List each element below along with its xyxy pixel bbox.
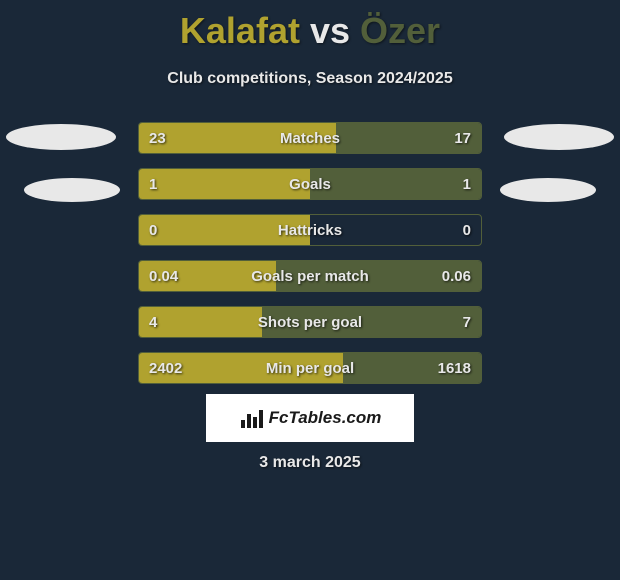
stat-row: 23Matches17 bbox=[138, 122, 482, 154]
stats-container: 23Matches17 1Goals1 0Hattricks0 0.04Goals p… bbox=[138, 122, 482, 398]
stat-value-right: 0.06 bbox=[442, 261, 471, 291]
stat-row: 0.04Goals per match0.06 bbox=[138, 260, 482, 292]
stat-row: 2402Min per goal1618 bbox=[138, 352, 482, 384]
snapshot-date: 3 march 2025 bbox=[0, 454, 620, 472]
stat-value-right: 1 bbox=[463, 169, 471, 199]
stat-label: Hattricks bbox=[139, 215, 481, 245]
stat-row: 0Hattricks0 bbox=[138, 214, 482, 246]
stat-value-right: 1618 bbox=[438, 353, 471, 383]
vs-label: vs bbox=[310, 10, 350, 51]
player2-avatar-placeholder bbox=[504, 124, 614, 150]
stat-label: Shots per goal bbox=[139, 307, 481, 337]
stat-row: 4Shots per goal7 bbox=[138, 306, 482, 338]
player1-club-placeholder bbox=[24, 178, 120, 202]
bar-chart-icon bbox=[239, 406, 263, 430]
stat-value-right: 17 bbox=[454, 123, 471, 153]
comparison-title: Kalafat vs Özer bbox=[0, 0, 620, 52]
subtitle: Club competitions, Season 2024/2025 bbox=[0, 70, 620, 88]
branding-text: FcTables.com bbox=[269, 408, 382, 428]
branding-badge: FcTables.com bbox=[206, 394, 414, 442]
stat-value-right: 7 bbox=[463, 307, 471, 337]
stat-label: Matches bbox=[139, 123, 481, 153]
player1-name: Kalafat bbox=[180, 10, 300, 51]
player2-club-placeholder bbox=[500, 178, 596, 202]
player1-avatar-placeholder bbox=[6, 124, 116, 150]
stat-label: Min per goal bbox=[139, 353, 481, 383]
stat-value-right: 0 bbox=[463, 215, 471, 245]
stat-label: Goals bbox=[139, 169, 481, 199]
player2-name: Özer bbox=[360, 10, 440, 51]
stat-row: 1Goals1 bbox=[138, 168, 482, 200]
stat-label: Goals per match bbox=[139, 261, 481, 291]
